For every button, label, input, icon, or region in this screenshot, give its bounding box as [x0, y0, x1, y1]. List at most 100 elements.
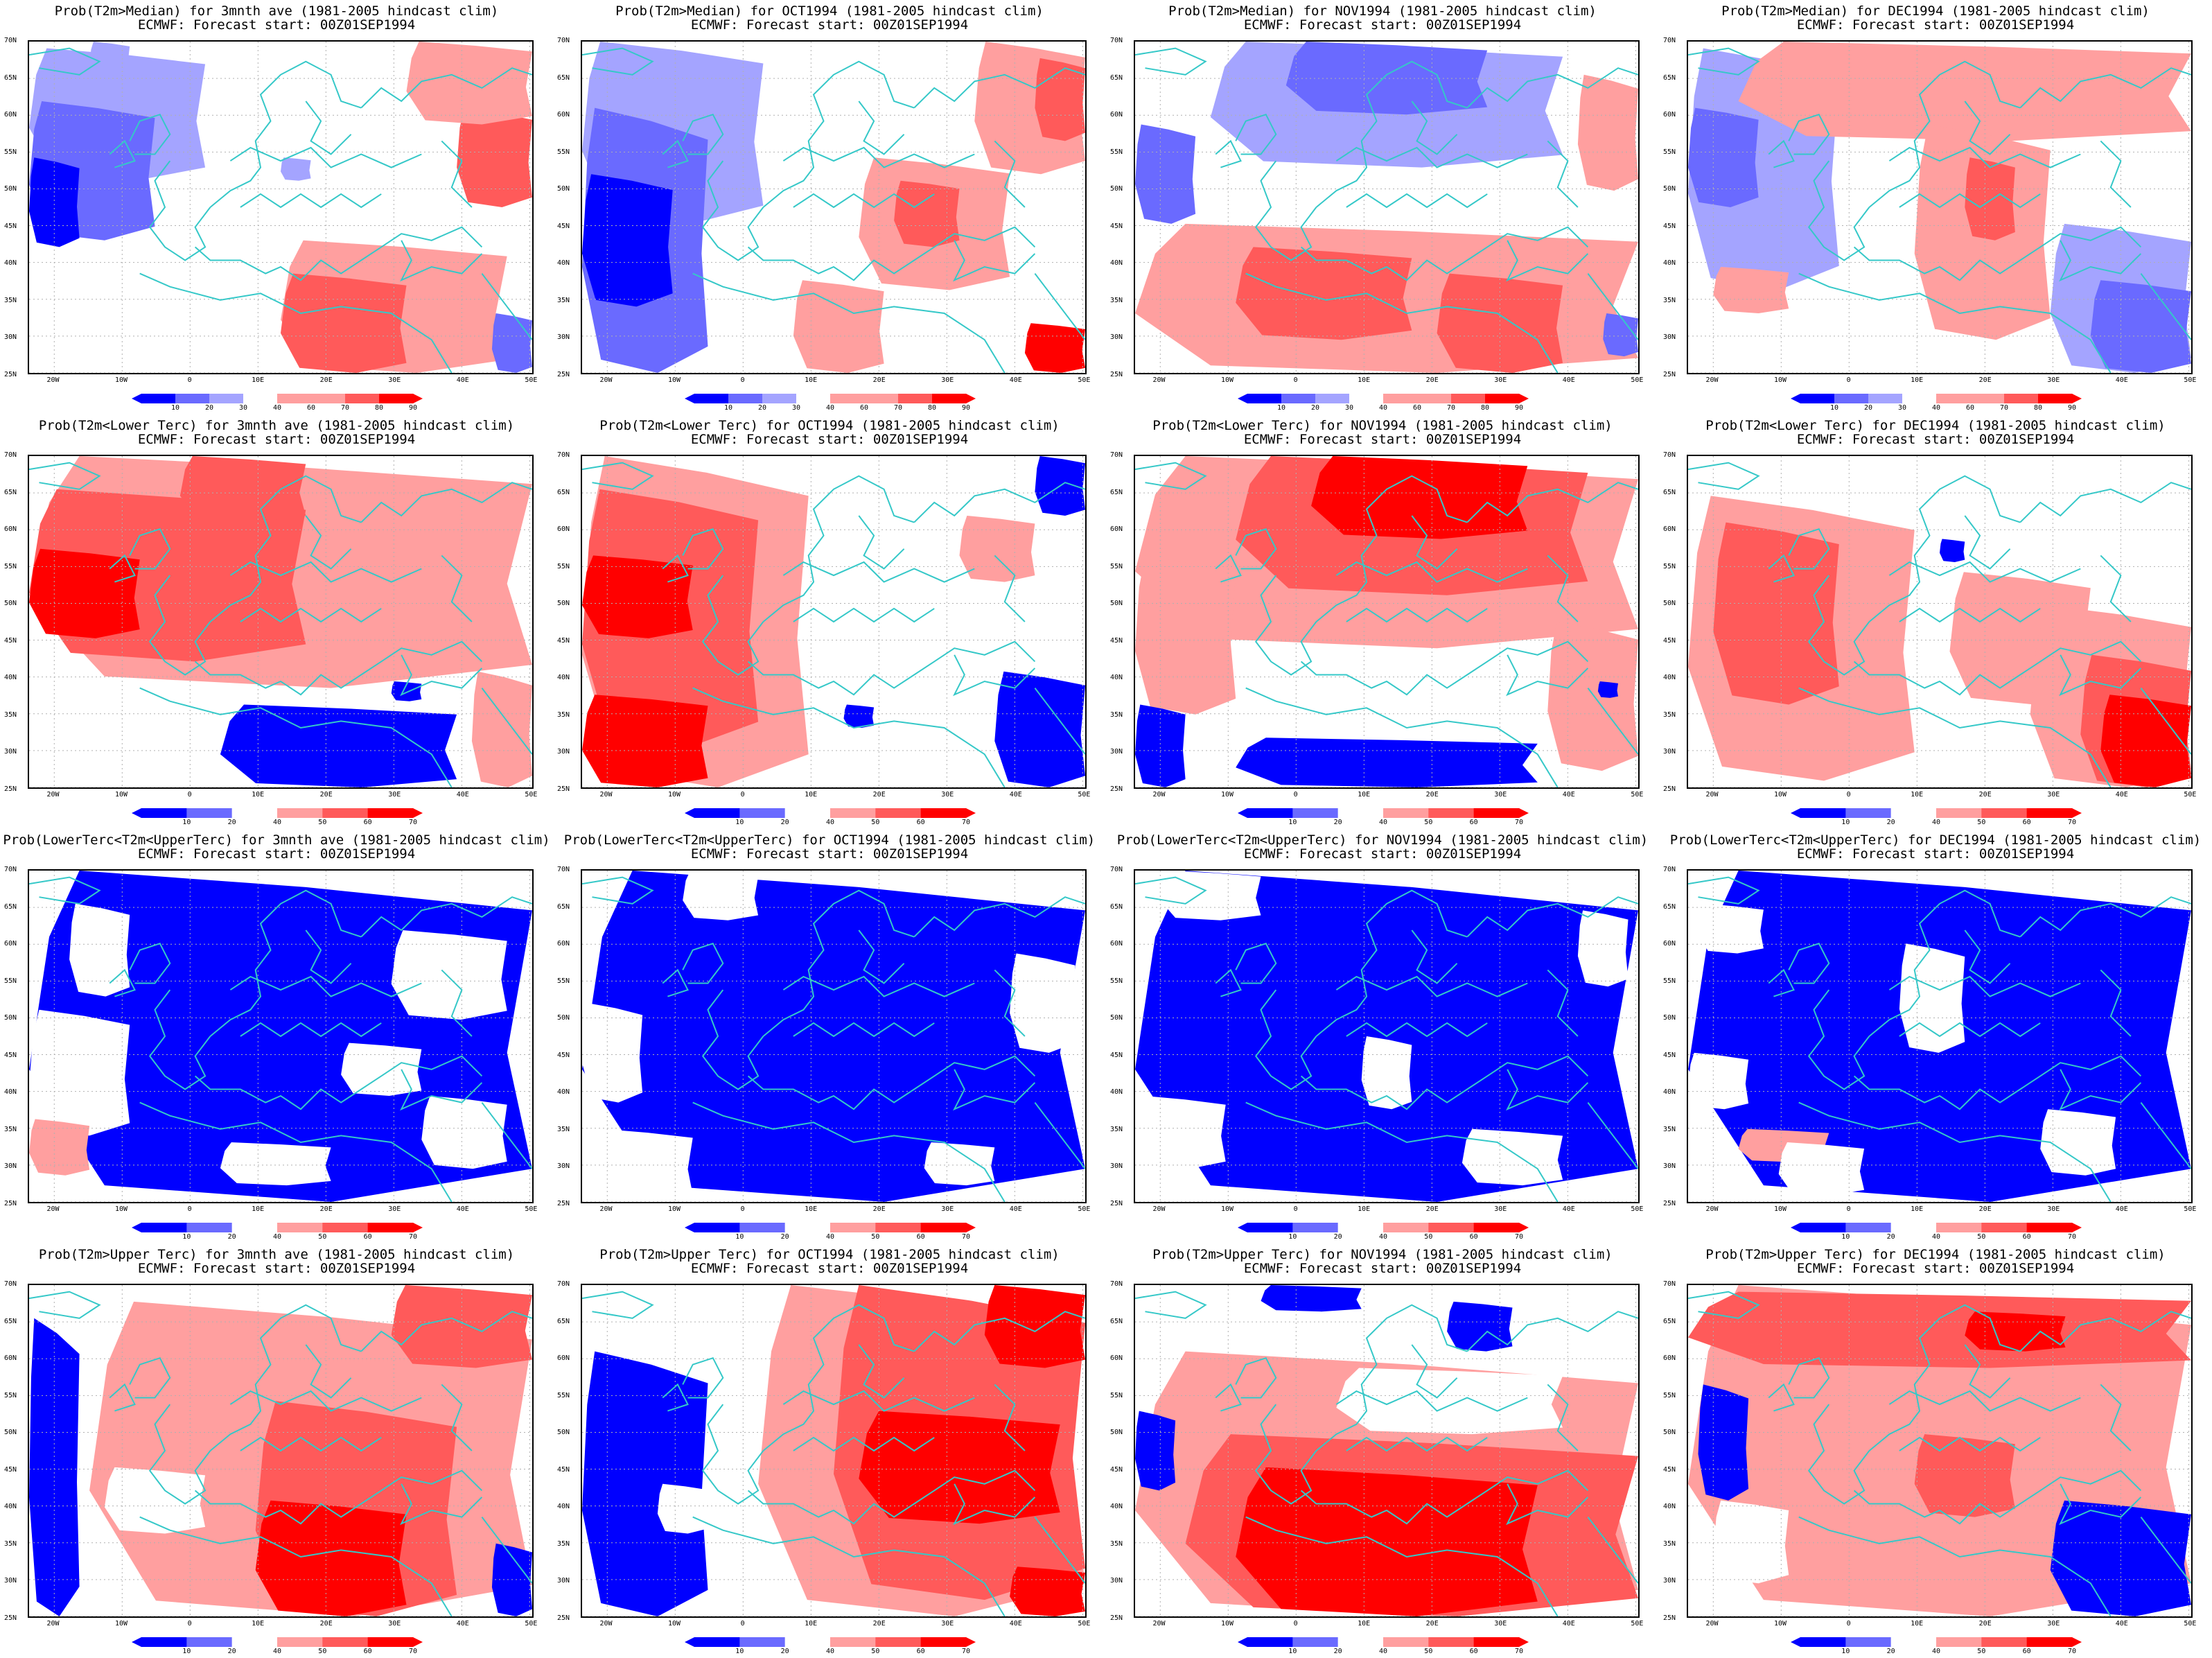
latitude-label: 35N: [557, 710, 570, 719]
colorbar-swatch: [830, 1637, 876, 1647]
latitude-label: 50N: [4, 185, 17, 193]
longitude-label: 40E: [1562, 1205, 1575, 1213]
colorbar-swatch: [141, 808, 187, 818]
map-panel: Prob(T2m<Lower Terc) for NOV1994 (1981-2…: [1106, 414, 1659, 829]
coastline: [692, 272, 1006, 373]
longitude-label: 10E: [1358, 1205, 1371, 1213]
longitude-label: 50E: [1078, 1205, 1091, 1213]
probability-region: [1135, 1411, 1176, 1491]
map-canvas: [1688, 1285, 2191, 1616]
coastline: [1135, 876, 1207, 905]
probability-region: [1135, 1096, 1226, 1169]
coastline: [762, 475, 915, 622]
probability-region: [255, 1500, 407, 1616]
colorbar-label: 70: [893, 404, 903, 412]
colorbar-label: 10: [735, 1648, 744, 1655]
colorbar-swatch: [367, 808, 414, 818]
probability-region: [1899, 943, 1965, 1053]
colorbar-label: 40: [1931, 1233, 1941, 1241]
latitude-label: 35N: [1663, 1125, 1676, 1133]
longitude-label: 0: [740, 791, 745, 799]
coastline: [1215, 968, 1242, 997]
probability-region: [491, 1543, 532, 1616]
colorbar-label: 60: [859, 404, 869, 412]
coastline: [209, 889, 362, 1037]
colorbar-swatch: [966, 394, 976, 403]
colorbar-swatch: [830, 394, 865, 403]
latitude-label: 65N: [1663, 902, 1676, 911]
latitude-label: 50N: [1663, 600, 1676, 608]
colorbar-label: 20: [1333, 1648, 1342, 1655]
longitude-label: 20W: [599, 791, 613, 799]
longitude-label: 50E: [1631, 1620, 1644, 1628]
latitude-label: 55N: [4, 977, 17, 985]
colorbar-swatch: [739, 1637, 786, 1647]
colorbar-swatch: [920, 1637, 967, 1647]
colorbar: 10 20 40 50 60 70: [685, 1637, 976, 1658]
longitude-label: 10W: [1774, 1620, 1787, 1628]
colorbar-swatch: [1845, 808, 1892, 818]
colorbar-label: 40: [272, 1233, 282, 1241]
longitude-label: 20W: [1152, 376, 1166, 384]
colorbar-swatch: [739, 1223, 786, 1232]
latitude-label: 40N: [1110, 1088, 1123, 1097]
panel-title: Prob(T2m>Median) for DEC1994 (1981-2005 …: [1721, 4, 2150, 18]
coastline: [139, 687, 453, 787]
map-panel: Prob(LowerTerc<T2m<UpperTerc) for 3mnth …: [0, 829, 553, 1244]
coastline: [1315, 475, 1468, 622]
panel-title: Prob(T2m<Lower Terc) for NOV1994 (1981-2…: [1152, 419, 1613, 433]
coastline: [1254, 160, 1317, 261]
map-canvas: [582, 871, 1085, 1202]
coastline: [400, 1069, 483, 1111]
longitude-label: 30E: [1494, 791, 1507, 799]
colorbar-label: 90: [2067, 404, 2077, 412]
panel-title: Prob(T2m>Upper Terc) for NOV1994 (1981-2…: [1152, 1248, 1613, 1262]
latitude-label: 50N: [1663, 185, 1676, 193]
probability-region: [859, 1411, 1060, 1524]
coastline: [1888, 561, 2081, 583]
probability-region: [69, 903, 130, 997]
colorbar-swatch: [1845, 1637, 1892, 1647]
coastline: [1899, 607, 2041, 623]
latitude-label: 60N: [4, 940, 17, 948]
coastline: [148, 1404, 211, 1505]
coastline: [2059, 1069, 2142, 1111]
latitude-label: 30N: [4, 748, 17, 756]
coastline: [1807, 575, 1870, 676]
coastline: [793, 193, 935, 209]
latitude-label: 25N: [1663, 785, 1676, 793]
longitude-label: 20W: [46, 1205, 60, 1213]
colorbar-label: 50: [1424, 1233, 1433, 1241]
coastline: [441, 1384, 473, 1451]
colorbar-label: 50: [318, 1648, 327, 1655]
coastline: [1868, 475, 2021, 622]
latitude-label: 45N: [1110, 636, 1123, 645]
colorbar-swatch: [875, 808, 922, 818]
colorbar-label: 10: [1841, 819, 1850, 826]
coastline: [129, 113, 171, 155]
coastline: [129, 942, 171, 984]
colorbar-swatch: [1315, 394, 1350, 403]
latitude-label: 40N: [557, 259, 570, 268]
coastline: [762, 1304, 915, 1451]
latitude-label: 30N: [1110, 748, 1123, 756]
colorbar-label: 10: [1829, 404, 1839, 412]
colorbar-label: 60: [916, 1648, 925, 1655]
coastline: [1798, 687, 2112, 787]
latitude-label: 55N: [4, 562, 17, 570]
colorbar-label: 20: [1333, 1233, 1342, 1241]
coastline: [2100, 1384, 2132, 1451]
panel-subtitle: ECMWF: Forecast start: 00Z01SEP1994: [1796, 1262, 2075, 1275]
latitude-label: 60N: [557, 1354, 570, 1363]
colorbar-label: 10: [1841, 1233, 1850, 1241]
colorbar-label: 70: [2067, 1233, 2077, 1241]
coastline: [1235, 113, 1277, 155]
coastline: [1466, 67, 1638, 109]
colorbar-swatch: [1292, 808, 1339, 818]
coastline: [1688, 462, 1760, 490]
coastline: [858, 101, 905, 155]
longitude-label: 40E: [1562, 376, 1575, 384]
probability-region: [994, 671, 1085, 787]
longitude-label: 20W: [599, 376, 613, 384]
colorbar-swatch: [1383, 1637, 1429, 1647]
